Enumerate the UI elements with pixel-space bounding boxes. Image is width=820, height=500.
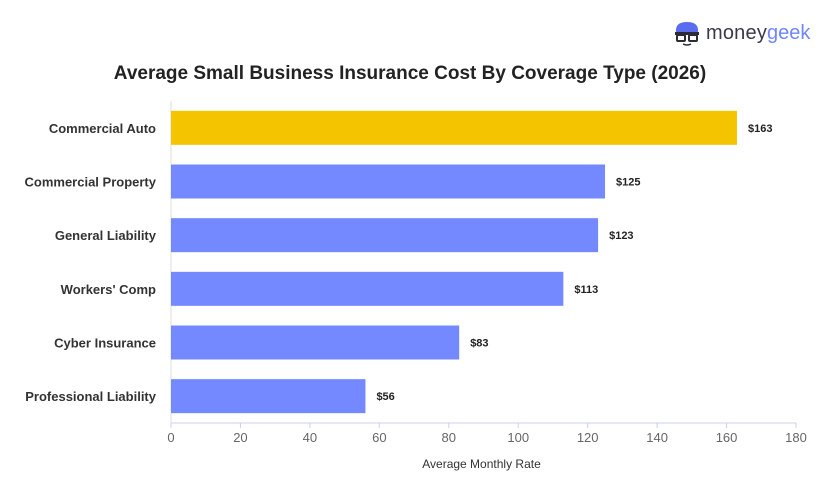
category-label: Commercial Property	[25, 175, 157, 190]
category-label: Cyber Insurance	[54, 336, 156, 351]
data-label: $56	[376, 391, 394, 403]
data-label: $163	[748, 123, 772, 135]
bar-professional-liability	[171, 379, 366, 414]
x-tick-label: 0	[167, 430, 174, 445]
x-tick-label: 160	[716, 430, 738, 445]
bar-cyber-insurance	[171, 325, 460, 360]
geek-mascot-icon	[675, 22, 699, 46]
chart-title: Average Small Business Insurance Cost By…	[113, 63, 707, 84]
data-label: $83	[470, 338, 488, 350]
x-tick-label: 140	[646, 430, 668, 445]
x-tick-label: 80	[442, 430, 456, 445]
x-tick-label: 120	[577, 430, 599, 445]
x-tick-label: 20	[233, 430, 247, 445]
category-label: Commercial Auto	[49, 121, 156, 136]
bar-general-liability	[171, 218, 599, 253]
data-label: $125	[616, 177, 640, 189]
data-label: $113	[574, 284, 598, 296]
category-label: General Liability	[55, 228, 157, 243]
moneygeek-logo: moneygeek	[672, 20, 810, 46]
bar-workers-comp	[171, 271, 564, 306]
x-tick-label: 40	[303, 430, 317, 445]
bar-commercial-auto	[171, 110, 737, 145]
category-label: Workers' Comp	[61, 282, 156, 297]
logo-text-geek: geek	[767, 21, 811, 44]
x-tick-label: 60	[372, 430, 386, 445]
bar-commercial-property	[171, 164, 606, 199]
logo-text-money: money	[706, 21, 768, 44]
x-tick-label: 100	[507, 430, 529, 445]
x-axis-title: Average Monthly Rate	[422, 457, 541, 471]
category-label: Professional Liability	[25, 389, 157, 404]
x-tick-label: 180	[785, 430, 807, 445]
data-label: $123	[609, 230, 633, 242]
